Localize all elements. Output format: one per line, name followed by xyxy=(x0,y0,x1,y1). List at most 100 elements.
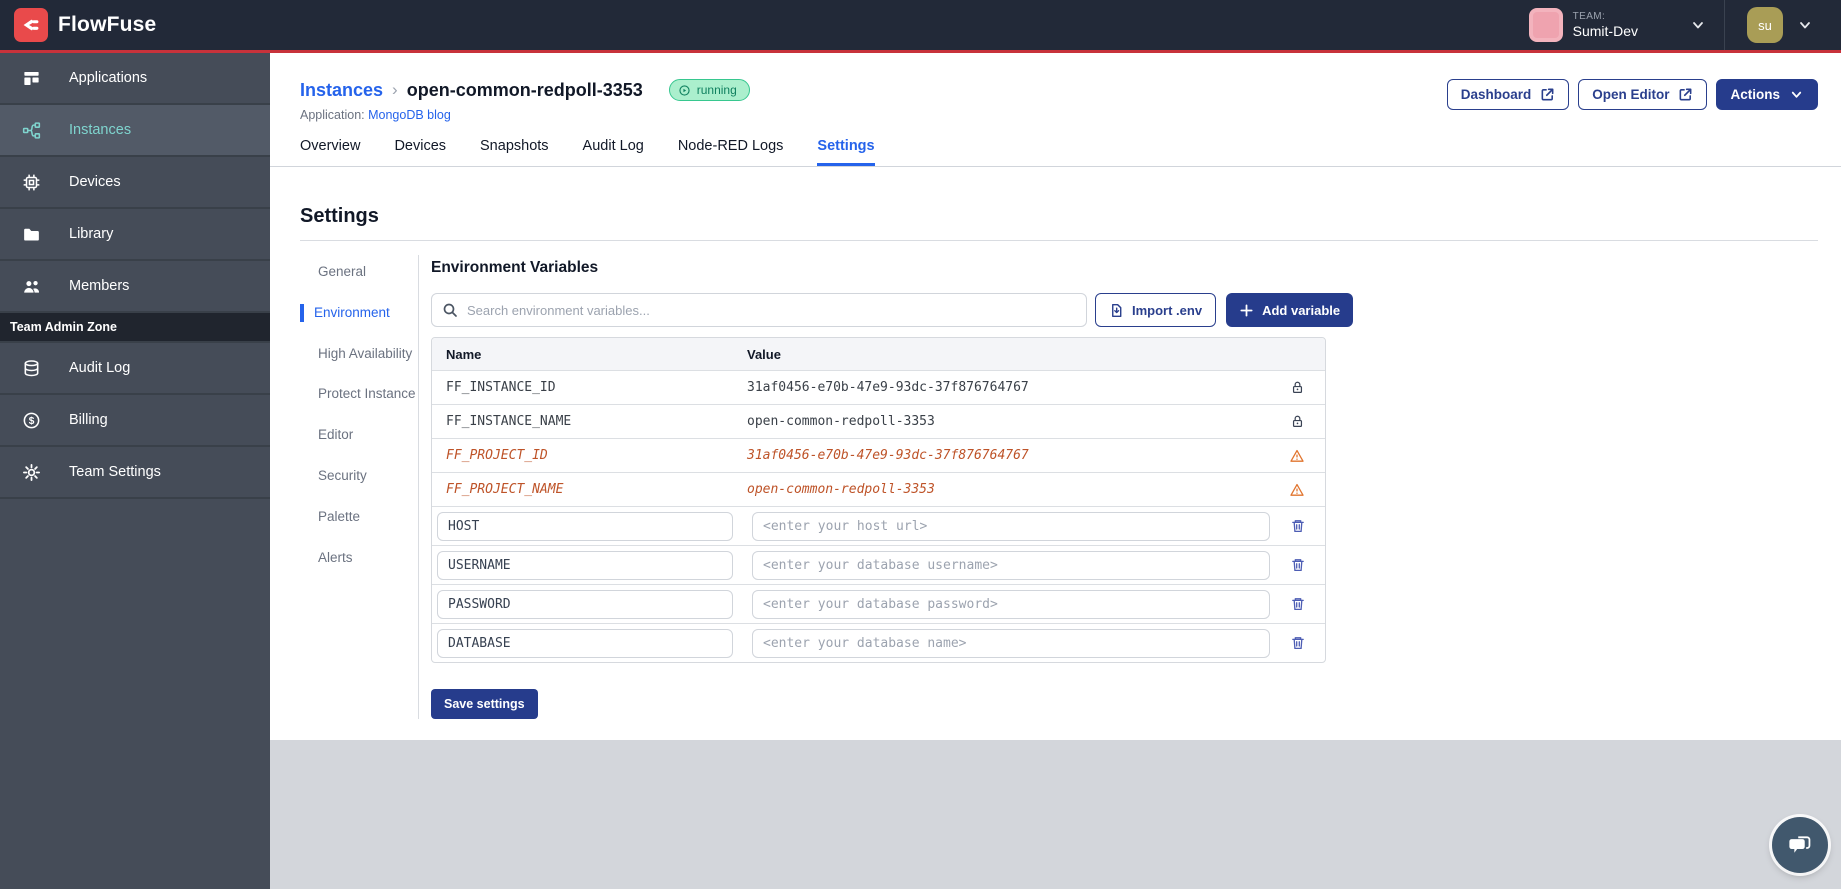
sidebar-item-label: Devices xyxy=(69,174,121,190)
main-area: Instances › open-common-redpoll-3353 run… xyxy=(270,53,1841,889)
team-label: TEAM: xyxy=(1572,11,1606,23)
env-var-name: FF_PROJECT_NAME xyxy=(446,482,564,497)
open-editor-button[interactable]: Open Editor xyxy=(1578,79,1708,110)
env-var-name-input[interactable] xyxy=(437,589,733,619)
delete-variable-button[interactable] xyxy=(1288,633,1308,653)
gear-icon xyxy=(22,463,41,482)
settings-nav-general[interactable]: General xyxy=(318,264,367,279)
sidebar-item-label: Applications xyxy=(69,70,148,86)
env-var-name: FF_PROJECT_ID xyxy=(446,448,548,463)
flowfuse-logo-icon xyxy=(14,8,48,42)
env-var-value-input[interactable] xyxy=(752,511,1270,541)
devices-icon xyxy=(22,173,41,192)
header-buttons: Dashboard Open Editor Actions xyxy=(1446,79,1818,110)
settings-nav-editor[interactable]: Editor xyxy=(318,427,354,443)
tab-devices[interactable]: Devices xyxy=(394,138,447,154)
brand-name: FlowFuse xyxy=(58,13,157,36)
table-row-editable xyxy=(432,623,1325,662)
env-var-name-input[interactable] xyxy=(437,628,733,658)
environment-variables-heading: Environment Variables xyxy=(431,259,599,276)
delete-variable-button[interactable] xyxy=(1288,555,1308,575)
user-menu[interactable]: su xyxy=(1725,0,1825,50)
search-input[interactable] xyxy=(467,302,1076,318)
svg-text:$: $ xyxy=(29,416,35,427)
env-var-value: open-common-redpoll-3353 xyxy=(747,414,935,429)
env-var-value-input[interactable] xyxy=(752,550,1270,580)
env-var-name-input[interactable] xyxy=(437,550,733,580)
library-icon xyxy=(22,225,41,244)
sidebar-item-devices[interactable]: Devices xyxy=(0,157,270,209)
sidebar-item-applications[interactable]: Applications xyxy=(0,53,270,105)
table-row-editable xyxy=(432,584,1325,623)
flowfuse-mark-icon xyxy=(23,19,39,31)
column-header-name: Name xyxy=(446,346,482,362)
team-name: Sumit-Dev xyxy=(1572,22,1638,39)
sidebar-item-label: Team Settings xyxy=(69,464,161,480)
actions-button[interactable]: Actions xyxy=(1716,79,1818,110)
chat-widget-button[interactable] xyxy=(1772,817,1828,873)
settings-nav-protect-instance[interactable]: Protect Instance xyxy=(318,386,416,402)
delete-variable-button[interactable] xyxy=(1288,516,1308,536)
search-box xyxy=(431,293,1087,327)
top-navbar: FlowFuse TEAM: Sumit-Dev su xyxy=(0,0,1841,53)
env-var-value: open-common-redpoll-3353 xyxy=(747,482,935,497)
tab-settings[interactable]: Settings xyxy=(817,138,875,166)
settings-nav-alerts[interactable]: Alerts xyxy=(318,549,353,565)
env-var-value-input[interactable] xyxy=(752,589,1270,619)
env-var-name-input[interactable] xyxy=(437,511,733,541)
team-selector[interactable]: TEAM: Sumit-Dev xyxy=(1517,0,1724,50)
chevron-down-icon xyxy=(1690,17,1706,33)
sidebar-item-label: Audit Log xyxy=(69,360,131,376)
environment-panel: Environment Variables Import .env xyxy=(431,255,1818,719)
add-variable-button[interactable]: Add variable xyxy=(1226,293,1354,327)
tab-node-red-logs[interactable]: Node-RED Logs xyxy=(677,138,784,154)
sidebar-item-library[interactable]: Library xyxy=(0,209,270,261)
dashboard-button-label: Dashboard xyxy=(1460,87,1532,102)
settings-nav-palette[interactable]: Palette xyxy=(318,508,361,524)
sidebar-item-label: Billing xyxy=(69,412,108,428)
table-row: FF_INSTANCE_ID 31af0456-e70b-47e9-93dc-3… xyxy=(432,370,1325,404)
application-row: Application: MongoDB blog xyxy=(300,108,750,122)
sidebar-item-members[interactable]: Members xyxy=(0,261,270,313)
settings-section: Settings General Environment High Availa… xyxy=(270,167,1841,719)
column-header-value: Value xyxy=(747,346,781,362)
team-text: TEAM: Sumit-Dev xyxy=(1573,11,1638,39)
settings-nav-environment[interactable]: Environment xyxy=(300,303,418,322)
import-env-button[interactable]: Import .env xyxy=(1095,293,1217,327)
chevron-down-icon xyxy=(1797,17,1813,33)
settings-nav-high-availability[interactable]: High Availability xyxy=(318,345,413,361)
sidebar-item-team-settings[interactable]: Team Settings xyxy=(0,447,270,499)
sidebar-item-label: Library xyxy=(69,226,114,242)
import-file-icon xyxy=(1112,303,1122,317)
plus-icon xyxy=(1240,303,1253,317)
dashboard-button[interactable]: Dashboard xyxy=(1446,79,1570,110)
instances-icon xyxy=(22,121,41,140)
instance-tabs: Overview Devices Snapshots Audit Log Nod… xyxy=(270,138,1841,167)
team-admin-zone-label: Team Admin Zone xyxy=(0,313,270,343)
env-var-value-input[interactable] xyxy=(752,628,1270,658)
warning-icon xyxy=(1269,482,1325,498)
external-link-icon xyxy=(1680,88,1692,101)
sidebar-item-billing[interactable]: $ Billing xyxy=(0,395,270,447)
topbar-divider xyxy=(1724,0,1725,50)
flowfuse-home-link[interactable]: FlowFuse xyxy=(14,8,156,42)
sidebar-item-audit-log[interactable]: Audit Log xyxy=(0,343,270,395)
breadcrumb-instances-link[interactable]: Instances xyxy=(300,79,384,100)
tab-overview[interactable]: Overview xyxy=(300,138,361,154)
settings-nav-security[interactable]: Security xyxy=(318,468,367,484)
breadcrumb-separator: › xyxy=(392,80,398,99)
settings-divider xyxy=(300,240,1818,241)
table-row: FF_INSTANCE_NAME open-common-redpoll-335… xyxy=(432,404,1325,438)
env-var-name: FF_INSTANCE_ID xyxy=(446,380,556,395)
tab-audit-log[interactable]: Audit Log xyxy=(582,138,644,154)
trash-icon xyxy=(1292,520,1304,533)
application-link[interactable]: MongoDB blog xyxy=(368,108,451,122)
trash-icon xyxy=(1292,598,1304,611)
tab-snapshots[interactable]: Snapshots xyxy=(480,138,549,154)
save-settings-button[interactable]: Save settings xyxy=(431,689,538,719)
env-var-value: 31af0456-e70b-47e9-93dc-37f876764767 xyxy=(747,380,1029,395)
status-badge: running xyxy=(668,79,750,101)
sidebar-item-instances[interactable]: Instances xyxy=(0,105,270,157)
delete-variable-button[interactable] xyxy=(1288,594,1308,614)
